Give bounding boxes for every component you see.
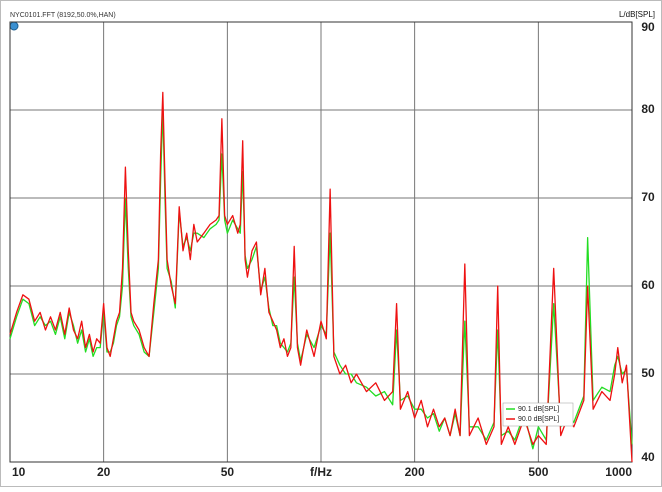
y-tick-label: 50 bbox=[641, 366, 655, 380]
y-tick-label: 60 bbox=[641, 278, 655, 292]
series-line bbox=[9, 91, 633, 463]
x-tick-label: 10 bbox=[12, 465, 26, 479]
legend-label: 90.1 dB[SPL] bbox=[518, 406, 559, 413]
x-tick-label: 1000 bbox=[605, 465, 632, 479]
x-tick-label: 500 bbox=[528, 465, 548, 479]
x-tick-label: 20 bbox=[97, 465, 111, 479]
y-tick-label: 80 bbox=[641, 102, 655, 116]
x-axis-label: f/Hz bbox=[310, 465, 332, 479]
plot-border bbox=[9, 21, 633, 463]
y-tick-label: 40 bbox=[641, 450, 655, 464]
y-axis-label: L/dB[SPL] bbox=[619, 10, 655, 19]
legend-box bbox=[502, 402, 574, 427]
x-tick-label: 50 bbox=[221, 465, 235, 479]
y-tick-label: 70 bbox=[641, 190, 655, 204]
x-tick-label: 200 bbox=[405, 465, 425, 479]
legend-label: 90.0 dB[SPL] bbox=[518, 416, 559, 423]
chart-title: NYC0101.FFT (8192,50.0%,HAN) bbox=[10, 12, 116, 19]
y-tick-label: 90 bbox=[641, 20, 655, 34]
icon bbox=[9, 21, 19, 31]
